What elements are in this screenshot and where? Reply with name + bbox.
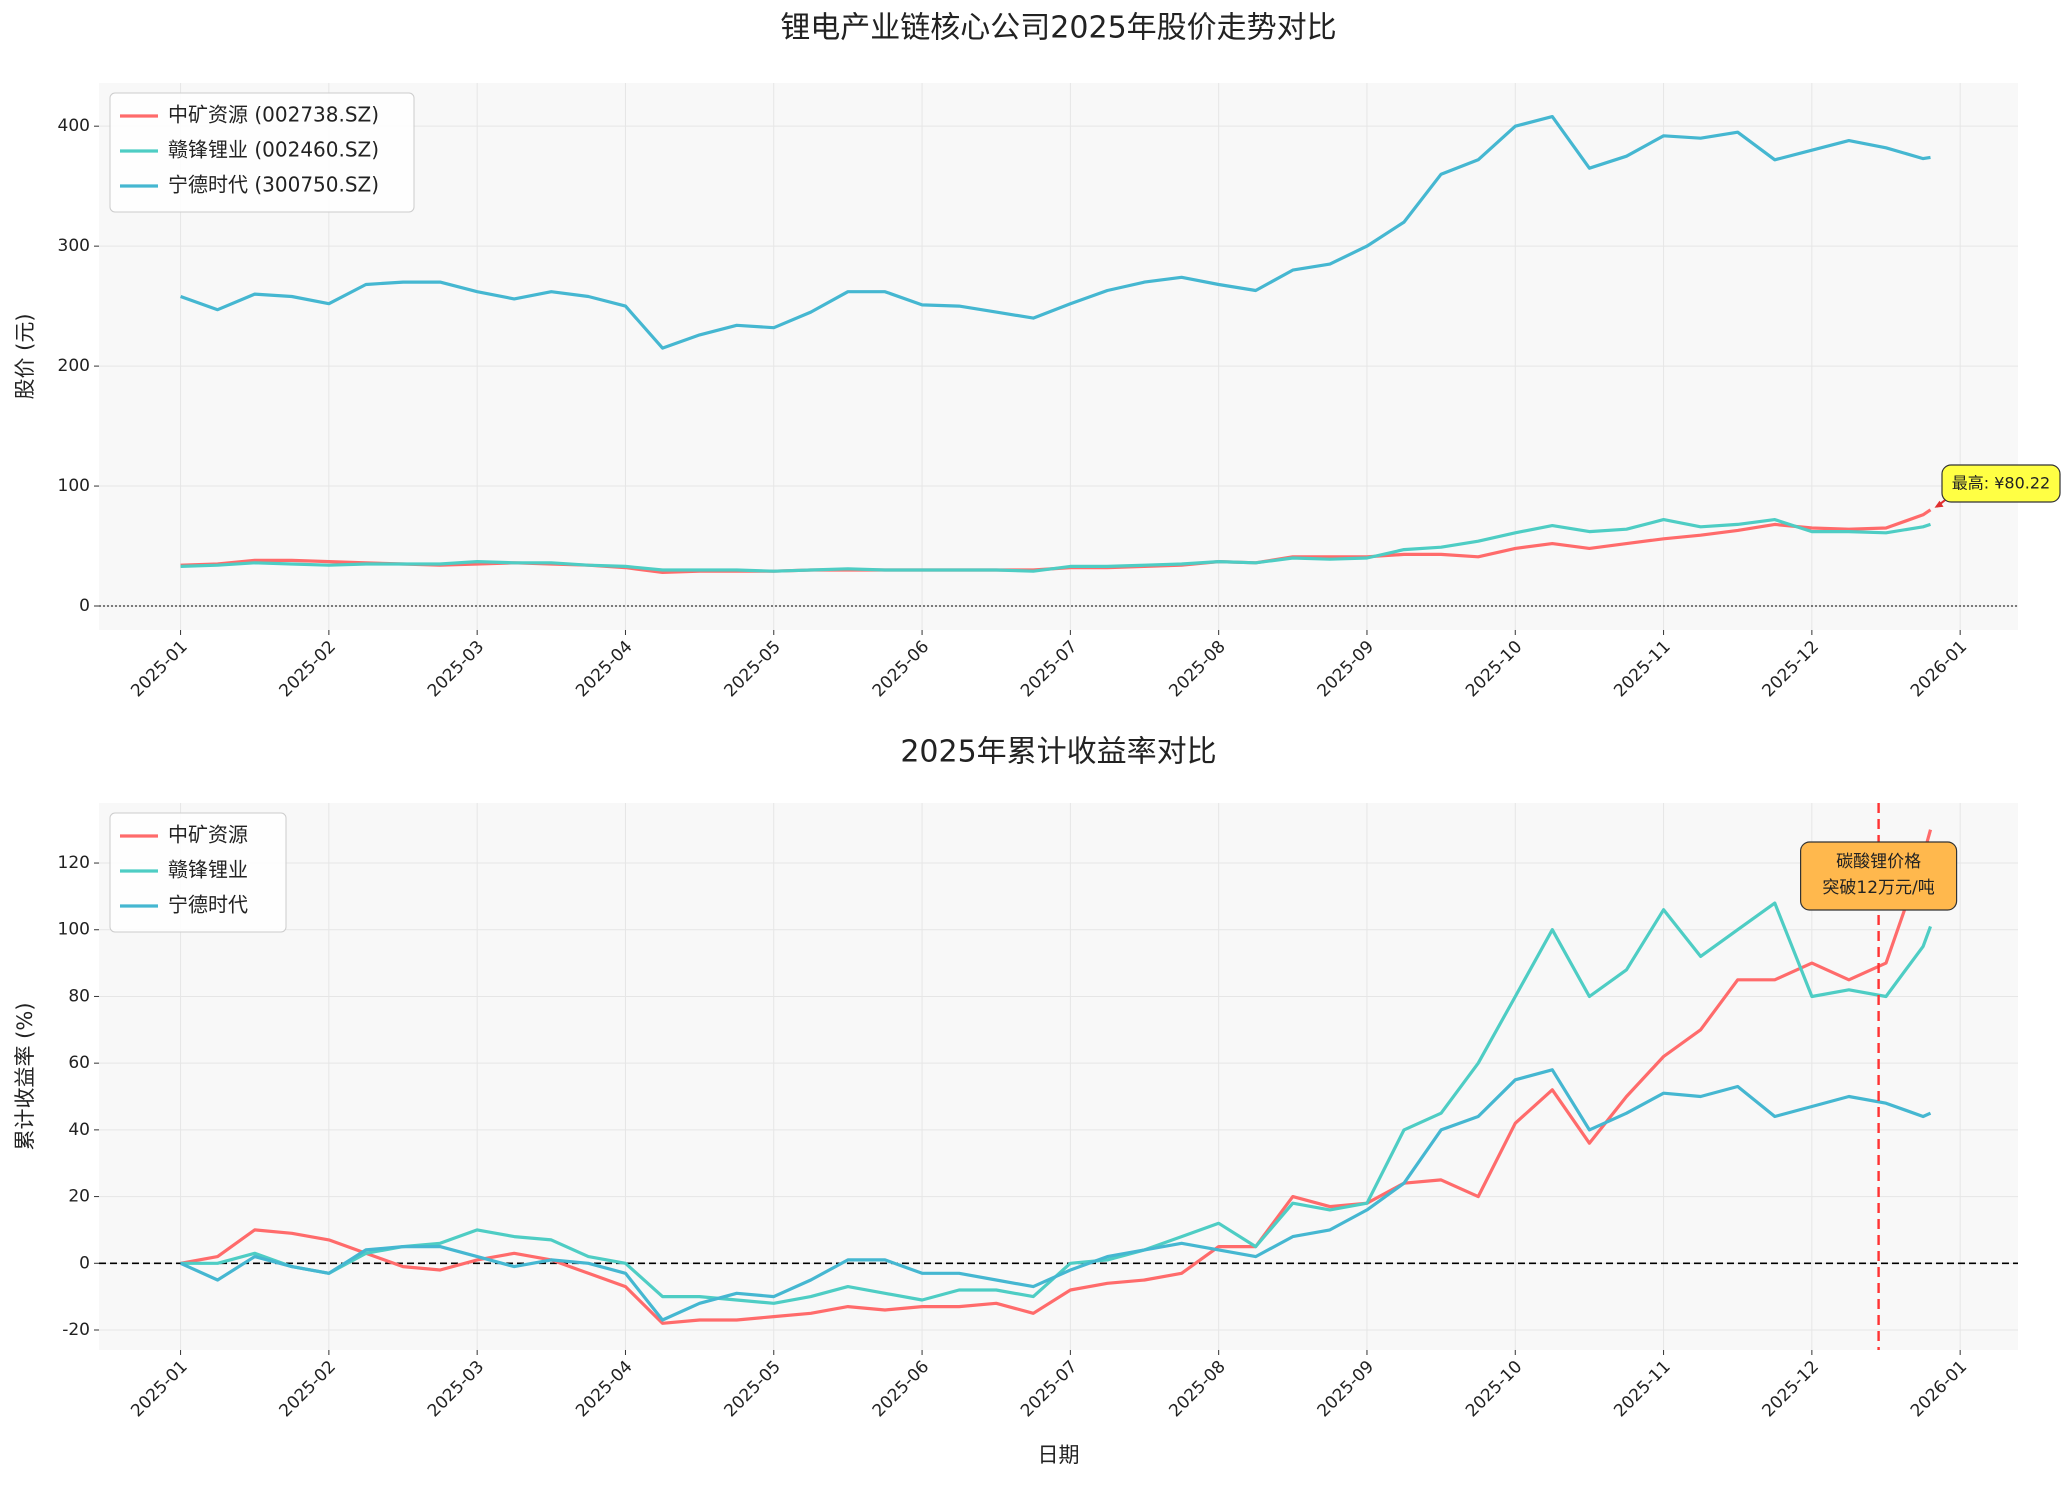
x-tick-label: 2025-06 — [869, 1357, 933, 1421]
y-tick-label: 400 — [58, 116, 90, 136]
x-tick-label: 2025-05 — [720, 637, 784, 701]
x-tick-label: 2025-10 — [1462, 1357, 1526, 1421]
y-tick-label: 200 — [58, 356, 90, 376]
annotation-text: 最高: ¥80.22 — [1952, 474, 2050, 493]
y-axis-label: 股价 (元) — [13, 313, 37, 399]
x-tick-label: 2025-04 — [572, 1357, 636, 1421]
x-tick-label: 2025-04 — [572, 637, 636, 701]
series-line — [180, 829, 1933, 1325]
x-tick-label: 2025-05 — [720, 1357, 784, 1421]
annotation-arrowhead — [1934, 500, 1944, 508]
chart-title: 2025年累计收益率对比 — [900, 735, 1216, 770]
plot-area — [99, 83, 2018, 630]
event-label-box — [1799, 841, 1958, 911]
y-tick-label: 120 — [58, 853, 90, 873]
y-tick-label: 0 — [79, 1253, 90, 1273]
event-label: 碳酸锂价格 — [1836, 852, 1921, 872]
x-tick-label: 2025-07 — [1017, 1357, 1081, 1421]
x-tick-label: 2025-12 — [1759, 1357, 1823, 1421]
y-tick-label: 0 — [79, 596, 90, 616]
x-tick-label: 2026-01 — [1907, 637, 1971, 701]
x-tick-label: 2025-10 — [1462, 637, 1526, 701]
x-tick-label: 2026-01 — [1907, 1357, 1971, 1421]
legend-label: 中矿资源 (002738.SZ) — [168, 103, 379, 127]
x-tick-label: 2025-11 — [1610, 1357, 1674, 1421]
legend-box — [109, 92, 415, 213]
y-tick-label: 60 — [68, 1053, 90, 1073]
legend-label: 宁德时代 (300750.SZ) — [168, 173, 379, 197]
y-axis-label: 累计收益率 (%) — [13, 1002, 37, 1150]
x-tick-label: 2025-03 — [424, 1357, 488, 1421]
x-tick-label: 2025-01 — [127, 637, 191, 701]
x-tick-label: 2025-03 — [424, 637, 488, 701]
legend-label: 宁德时代 — [168, 893, 248, 917]
y-tick-label: 20 — [68, 1187, 90, 1207]
event-label: 突破12万元/吨 — [1822, 878, 1934, 898]
x-tick-label: 2025-02 — [276, 1357, 340, 1421]
y-tick-label: 40 — [68, 1120, 90, 1140]
series-line — [180, 901, 1933, 1305]
annotation-box — [1941, 464, 2061, 503]
chart-title: 锂电产业链核心公司2025年股价走势对比 — [780, 11, 1336, 46]
x-tick-label: 2025-12 — [1759, 637, 1823, 701]
y-tick-label: 300 — [58, 236, 90, 256]
legend-label: 赣锋锂业 — [168, 858, 248, 882]
legend-box — [109, 812, 287, 933]
y-tick-label: 80 — [68, 986, 90, 1006]
x-tick-label: 2025-07 — [1017, 637, 1081, 701]
x-tick-label: 2025-09 — [1314, 637, 1378, 701]
y-tick-label: 100 — [58, 476, 90, 496]
x-tick-label: 2025-02 — [276, 637, 340, 701]
legend-label: 中矿资源 — [168, 823, 248, 847]
y-tick-label: 100 — [58, 920, 90, 940]
legend-label: 赣锋锂业 (002460.SZ) — [168, 138, 379, 162]
series-line — [179, 1068, 1932, 1322]
series-line — [180, 518, 1931, 573]
x-tick-label: 2025-06 — [869, 637, 933, 701]
plot-area — [99, 803, 2018, 1350]
x-tick-label: 2025-08 — [1165, 637, 1229, 701]
x-tick-label: 2025-08 — [1165, 1357, 1229, 1421]
x-tick-label: 2025-09 — [1314, 1357, 1378, 1421]
x-tick-label: 2025-01 — [127, 1357, 191, 1421]
y-tick-label: -20 — [62, 1320, 90, 1340]
series-line — [180, 115, 1931, 350]
x-axis-label: 日期 — [1038, 1443, 1080, 1467]
x-tick-label: 2025-11 — [1610, 637, 1674, 701]
